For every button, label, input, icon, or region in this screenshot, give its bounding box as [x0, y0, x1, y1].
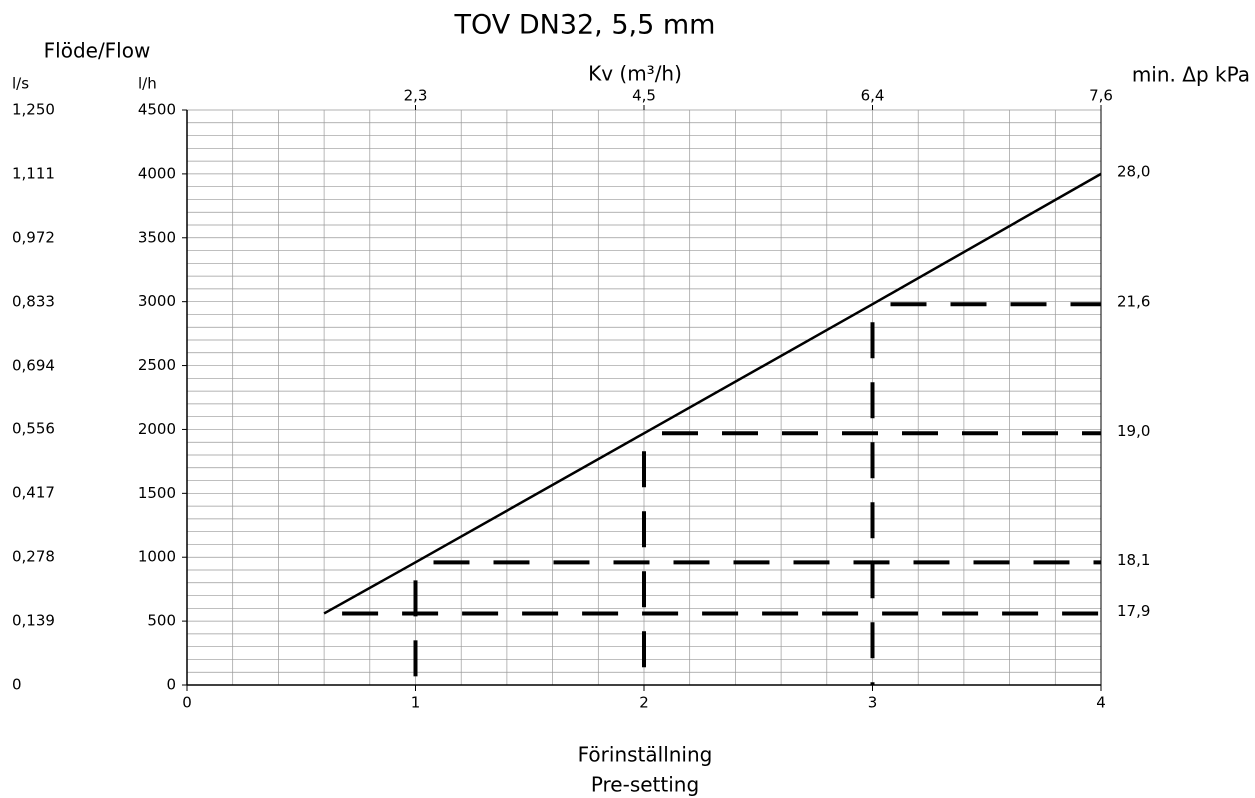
y2-axis-label: l/s [12, 75, 29, 93]
y-tick-label: 1500 [138, 484, 176, 502]
y-tick-label: 2000 [138, 420, 176, 438]
right-label: 17,9 [1117, 602, 1150, 620]
y2-tick-label: 0,694 [12, 356, 55, 374]
right-axis-label: min. Δp kPa [1132, 63, 1250, 87]
x-tick-label: 3 [868, 694, 878, 712]
y-tick-label: 500 [147, 612, 176, 630]
y2-tick-label: 1,111 [12, 164, 55, 182]
y-axis-label: l/h [138, 75, 157, 93]
y2-tick-label: 1,250 [12, 101, 55, 119]
chart-title: TOV DN32, 5,5 mm [454, 10, 716, 41]
y-tick-label: 4500 [138, 101, 176, 119]
x-axis-label: Pre-setting [591, 773, 699, 797]
y2-tick-label: 0,278 [12, 548, 55, 566]
y-tick-label: 3500 [138, 228, 176, 246]
right-label: 18,1 [1117, 551, 1150, 569]
top-tick-label: 7,6 [1089, 87, 1113, 105]
x-tick-label: 1 [411, 694, 421, 712]
y-tick-label: 0 [166, 676, 176, 694]
x-axis-label: Förinställning [578, 743, 713, 767]
y2-tick-label: 0,417 [12, 484, 55, 502]
y-tick-label: 1000 [138, 548, 176, 566]
y2-tick-label: 0,556 [12, 420, 55, 438]
y2-tick-label: 0,972 [12, 228, 55, 246]
y-tick-label: 4000 [138, 164, 176, 182]
y-tick-label: 2500 [138, 356, 176, 374]
top-tick-label: 6,4 [861, 87, 885, 105]
right-label: 19,0 [1117, 422, 1150, 440]
right-label: 21,6 [1117, 293, 1150, 311]
x-tick-label: 0 [182, 694, 192, 712]
right-label: 28,0 [1117, 162, 1150, 180]
flow-line [323, 172, 1102, 615]
top-axis-label: Kv (m³/h) [588, 62, 682, 86]
x-tick-label: 2 [639, 694, 649, 712]
x-tick-label: 4 [1096, 694, 1106, 712]
y2-tick-label: 0,833 [12, 292, 55, 310]
left-header: Flöde/Flow [44, 39, 151, 63]
y2-tick-label: 0 [12, 676, 22, 694]
y-tick-label: 3000 [138, 292, 176, 310]
y2-tick-label: 0,139 [12, 612, 55, 630]
top-tick-label: 4,5 [632, 87, 656, 105]
top-tick-label: 2,3 [404, 87, 428, 105]
